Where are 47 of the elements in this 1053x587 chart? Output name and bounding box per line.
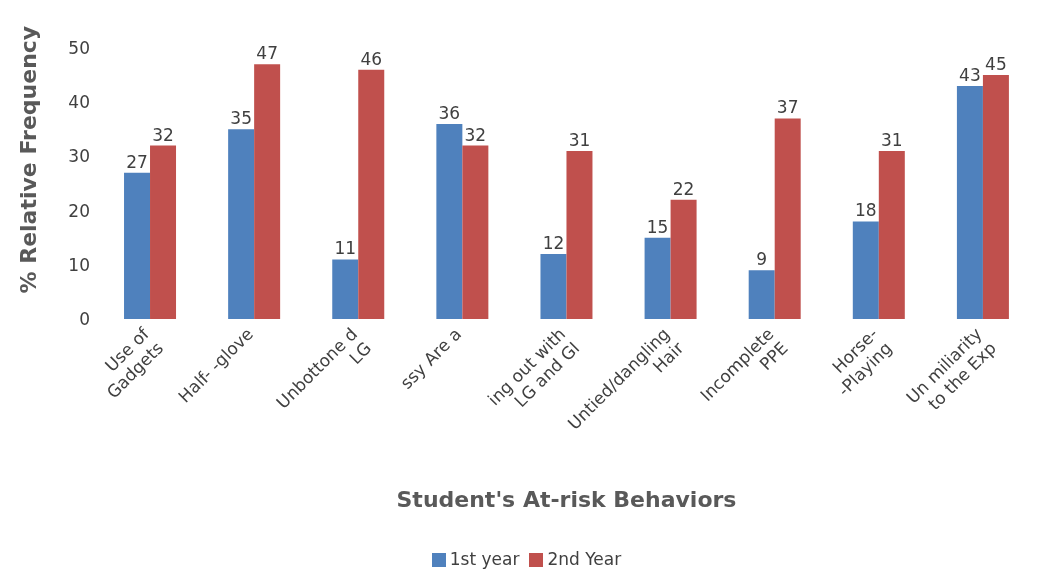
x-axis-title: Student's At-risk Behaviors xyxy=(396,487,737,512)
y-tick-label: 20 xyxy=(68,200,90,221)
data-label: 31 xyxy=(568,129,591,150)
bar xyxy=(462,145,489,319)
bar xyxy=(774,118,801,319)
data-label: 45 xyxy=(985,54,1007,75)
bar xyxy=(670,199,697,319)
bar xyxy=(852,221,879,319)
data-label: 9 xyxy=(756,249,768,270)
data-label: 46 xyxy=(360,48,383,69)
data-label: 12 xyxy=(542,232,565,253)
data-label: 47 xyxy=(256,43,278,64)
y-tick-label: 0 xyxy=(79,309,90,330)
bar xyxy=(228,129,255,319)
y-tick-label: 50 xyxy=(68,38,90,59)
data-label: 27 xyxy=(126,151,148,172)
bar xyxy=(956,85,983,319)
legend-label: 2nd Year xyxy=(547,549,622,569)
data-label: 32 xyxy=(152,124,174,145)
bar xyxy=(436,123,463,319)
data-label: 31 xyxy=(880,129,903,150)
data-label: 18 xyxy=(854,200,877,221)
data-label: 35 xyxy=(230,108,252,129)
legend-label: 1st year xyxy=(449,549,520,569)
bar xyxy=(878,150,905,319)
bar xyxy=(124,172,151,319)
y-axis-title: % Relative Frequency xyxy=(15,25,41,294)
bar xyxy=(358,69,385,319)
data-label: 11 xyxy=(334,238,357,259)
bar xyxy=(254,64,281,319)
bar xyxy=(982,75,1009,319)
bar xyxy=(540,253,567,319)
data-label: 15 xyxy=(646,216,669,237)
data-label: 43 xyxy=(959,64,981,85)
data-label: 32 xyxy=(464,124,487,145)
y-tick-label: 40 xyxy=(68,92,90,113)
y-tick-label: 30 xyxy=(68,146,90,167)
bar xyxy=(644,237,671,319)
y-tick-label: 10 xyxy=(68,254,90,275)
bar xyxy=(566,150,593,319)
data-label: 36 xyxy=(438,102,461,123)
data-label: 37 xyxy=(776,97,799,118)
bar xyxy=(748,270,775,319)
x-tick-label: ssy Are a xyxy=(396,323,466,393)
data-label: 22 xyxy=(672,178,695,199)
bar xyxy=(332,259,359,319)
bar xyxy=(150,145,177,319)
